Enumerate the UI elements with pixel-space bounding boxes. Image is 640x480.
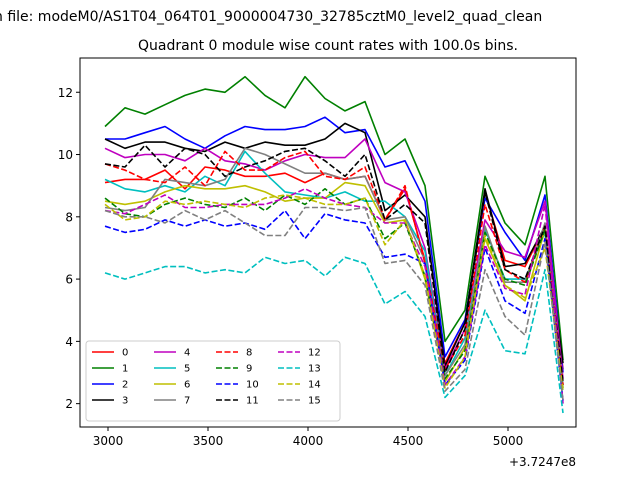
x-axis-offset-label: +3.7247e8 [509,455,576,469]
series-line-module-11 [104,144,564,382]
legend-label: 6 [184,380,190,391]
chart-title: Quadrant 0 module wise count rates with … [138,38,518,54]
legend-label: 2 [122,380,128,391]
legend-entry-module-3: 3 [92,396,128,407]
legend-entry-module-9: 9 [216,364,252,375]
legend-label: 11 [246,396,259,407]
x-tick-label: 4000 [293,434,324,448]
x-tick-label: 3000 [93,434,124,448]
y-tick-label: 6 [65,273,73,287]
legend-label: 1 [122,364,128,375]
legend-frame [85,340,341,422]
legend-entry-module-8: 8 [216,348,252,359]
series-line-module-3 [104,122,564,368]
legend-label: 5 [184,364,190,375]
legend-entry-module-4: 4 [154,348,190,359]
legend-label: 9 [246,364,252,375]
legend-entry-module-2: 2 [92,380,128,391]
x-tick-label: 3500 [193,434,224,448]
series-line-module-4 [104,138,564,379]
legend-label: 7 [184,396,190,407]
series-line-module-6 [104,181,564,389]
legend-entry-module-14: 14 [278,380,321,391]
legend-entry-module-15: 15 [278,396,321,407]
series-line-module-9 [104,188,564,392]
legend-label: 3 [122,396,128,407]
legend-entry-module-7: 7 [154,396,190,407]
legend-label: 14 [308,380,321,391]
legend-entry-module-6: 6 [154,380,190,391]
legend-label: 13 [308,364,321,375]
legend-label: 10 [246,380,259,391]
legend-entry-module-10: 10 [216,380,259,391]
legend-entry-module-0: 0 [92,348,128,359]
legend-entry-module-11: 11 [216,396,259,407]
series-line-module-1 [104,75,564,361]
legend-entry-module-1: 1 [92,364,128,375]
y-tick-label: 8 [65,210,73,224]
x-tick-label: 4500 [393,434,424,448]
series-line-module-13 [104,256,564,414]
series-line-module-7 [104,147,564,386]
legend-entry-module-13: 13 [278,364,321,375]
y-axis-ticks: 2 4 6 8 10 12 [58,86,80,411]
legend-label: 4 [184,348,190,359]
series-line-module-8 [104,150,564,386]
series-line-module-12 [104,188,564,404]
y-tick-label: 10 [58,148,73,162]
y-tick-label: 4 [65,335,73,349]
legend-entry-module-12: 12 [278,348,321,359]
series-layer [104,75,564,414]
figure-suptitle: n file: modeM0/AS1T04_064T01_9000004730_… [0,9,542,25]
legend-label: 12 [308,348,321,359]
legend-label: 0 [122,348,128,359]
y-tick-label: 12 [58,86,73,100]
legend-label: 8 [246,348,252,359]
x-axis-ticks: 3000 3500 4000 4500 5000 [93,427,524,448]
legend-label: 15 [308,396,321,407]
series-line-module-14 [104,194,564,392]
x-tick-label: 5000 [493,434,524,448]
series-line-module-10 [104,209,564,401]
series-line-module-15 [104,206,564,401]
plot-frame [79,57,577,428]
y-tick-label: 2 [65,397,73,411]
legend-entry-module-5: 5 [154,364,190,375]
